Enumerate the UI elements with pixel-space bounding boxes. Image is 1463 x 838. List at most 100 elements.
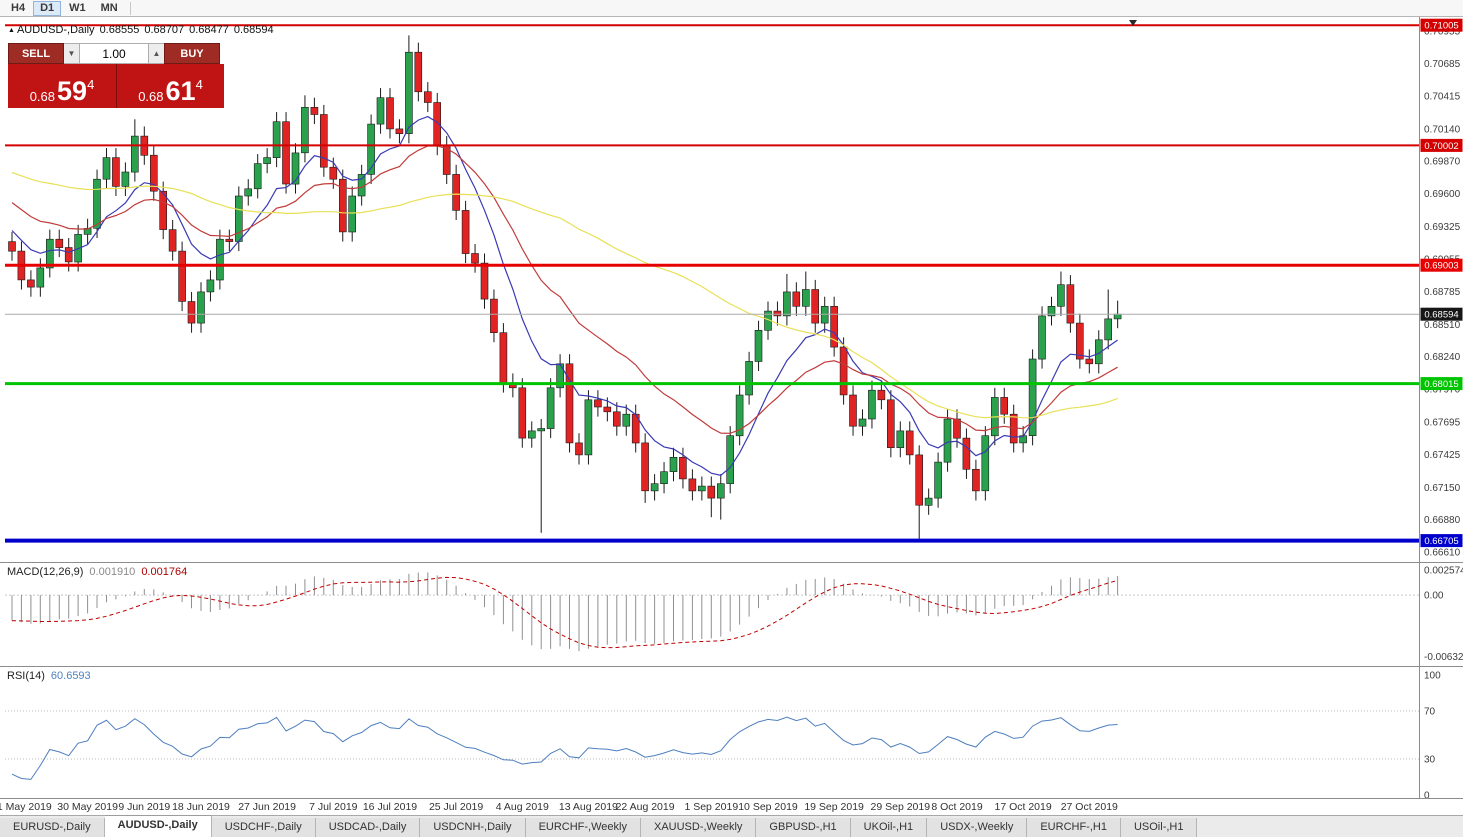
chart-text: 29 Sep 2019 — [871, 801, 931, 813]
rsi-line — [11, 716, 1118, 780]
chart-text: 0.67150 — [1424, 483, 1461, 494]
macd-main-value: 0.001910 — [89, 566, 136, 578]
chart-text: 0.70002 — [1424, 141, 1458, 152]
chart-text: 0.67695 — [1424, 418, 1461, 429]
chart-text: 0.002574 — [1424, 566, 1463, 577]
chart-tab-usoil-h1[interactable]: USOil-,H1 — [1120, 818, 1198, 837]
chart-text: 0.66880 — [1424, 515, 1461, 526]
chart-text: 8 Oct 2019 — [931, 801, 983, 813]
volume-input[interactable] — [79, 43, 149, 64]
period-button-mn[interactable]: MN — [94, 1, 125, 16]
chart-tab-xauusd-weekly[interactable]: XAUUSD-,Weekly — [640, 818, 757, 837]
rsi-indicator-label: RSI(14) 60.6593 — [7, 670, 97, 682]
volume-increase-button[interactable]: ▲ — [149, 43, 164, 64]
macd-signal-value: 0.001764 — [141, 566, 188, 578]
chart-window: 0.70955 0.70685 0.70415 0.70140 0.69870 0.696… — [0, 17, 1463, 815]
chart-text: 30 — [1424, 755, 1436, 766]
price-badge — [1420, 377, 1463, 391]
chart-text: 27 Oct 2019 — [1061, 801, 1118, 813]
chart-tab-eurchf-weekly[interactable]: EURCHF-,Weekly — [525, 818, 641, 837]
sell-button[interactable]: SELL — [8, 43, 64, 64]
volume-decrease-button[interactable]: ▼ — [64, 43, 79, 64]
chart-tab-usdcad-daily[interactable]: USDCAD-,Daily — [315, 818, 421, 837]
price-badge — [1420, 258, 1463, 272]
chart-text: 0.68240 — [1424, 352, 1461, 363]
buy-price-prefix: 0.68 — [138, 89, 164, 104]
sell-price-prefix: 0.68 — [29, 89, 56, 104]
chart-text: 16 Jul 2019 — [363, 801, 417, 813]
chart-text: 0.00 — [1424, 591, 1444, 602]
price-badge — [1420, 18, 1463, 32]
timeframe-toolbar: H4 D1 W1 MN — [0, 0, 1463, 17]
chart-symbol: AUDUSD-,Daily — [16, 24, 95, 36]
chart-text: 0.69600 — [1424, 189, 1461, 200]
ma-line-9 — [11, 115, 1118, 476]
chart-tab-eurchf-h1[interactable]: EURCHF-,H1 — [1027, 818, 1121, 837]
chart-text: 0.69870 — [1424, 157, 1461, 168]
macd-signal-line — [11, 576, 1118, 649]
period-button-w1[interactable]: W1 — [62, 1, 93, 16]
chart-text: 0.70955 — [1424, 27, 1461, 38]
chart-text: 0.69003 — [1424, 261, 1458, 272]
price-badge — [1420, 534, 1463, 548]
price-badge — [1420, 138, 1463, 152]
chart-text: 17 Oct 2019 — [994, 801, 1051, 813]
ohlc-high: 0.68707 — [144, 24, 185, 36]
chart-tab-usdcnh-daily[interactable]: USDCNH-,Daily — [420, 818, 526, 837]
chart-tab-usdx-weekly[interactable]: USDX-,Weekly — [927, 818, 1028, 837]
chart-text: 0.68015 — [1424, 379, 1458, 390]
buy-price-sup: 4 — [195, 77, 203, 92]
chart-tab-usdchf-daily[interactable]: USDCHF-,Daily — [211, 818, 316, 837]
chart-tab-ukoil-h1[interactable]: UKOil-,H1 — [850, 818, 928, 837]
rsi-name: RSI(14) — [7, 670, 45, 682]
chart-text: 0.66705 — [1424, 536, 1458, 547]
chart-text: -0.006326 — [1424, 652, 1463, 663]
chart-text: 0.67425 — [1424, 450, 1461, 461]
price-badge — [1420, 307, 1463, 321]
chart-ohlc-title: ▲ AUDUSD-,Daily 0.68555 0.68707 0.68477 0.685… — [8, 24, 279, 36]
chart-text: 18 Jun 2019 — [172, 801, 230, 813]
toolbar-separator — [129, 1, 131, 15]
price-chart-canvas[interactable]: 0.70955 0.70685 0.70415 0.70140 0.69870 0.696… — [0, 17, 1463, 815]
period-button-h4[interactable]: H4 — [4, 1, 32, 16]
chart-text: 0.70415 — [1424, 91, 1461, 102]
chart-text: 7 Jul 2019 — [309, 801, 358, 813]
chart-tab-gbpusd-h1[interactable]: GBPUSD-,H1 — [756, 818, 851, 837]
buy-price-big: 61 — [165, 76, 196, 107]
candles-layer — [8, 35, 1122, 539]
chart-text: 0.66610 — [1424, 548, 1461, 559]
buy-button[interactable]: BUY — [164, 43, 220, 64]
macd-histogram — [11, 572, 1119, 652]
chart-text: 10 Sep 2019 — [738, 801, 798, 813]
macd-name: MACD(12,26,9) — [7, 566, 84, 578]
chart-text: 0.69325 — [1424, 222, 1461, 233]
symbol-marker-icon: ▲ — [8, 27, 15, 34]
chart-text: 0 — [1424, 791, 1430, 802]
chart-shift-marker-icon[interactable] — [1129, 20, 1137, 26]
chart-tab-audusd-daily[interactable]: AUDUSD-,Daily — [104, 815, 212, 837]
chart-tabs-bar: EURUSD-,Daily AUDUSD-,Daily USDCHF-,Daily U… — [0, 815, 1463, 837]
ohlc-low: 0.68477 — [189, 24, 229, 36]
chart-text: 0.68594 — [1424, 310, 1458, 321]
buy-price-display[interactable]: 0.68 61 4 — [116, 64, 224, 108]
chart-text: 21 May 2019 — [0, 801, 52, 813]
chart-text: 0.70685 — [1424, 59, 1461, 70]
chart-text: 13 Aug 2019 — [559, 801, 618, 813]
chart-text: 9 Jun 2019 — [118, 801, 170, 813]
sell-price-sup: 4 — [87, 77, 95, 92]
macd-indicator-label: MACD(12,26,9) 0.001910 0.001764 — [7, 566, 193, 578]
chart-text: 0.70140 — [1424, 124, 1461, 135]
ma-line-50 — [11, 171, 1118, 419]
chart-text: 4 Aug 2019 — [496, 801, 549, 813]
period-button-d1[interactable]: D1 — [33, 0, 62, 16]
chart-text: 22 Aug 2019 — [616, 801, 675, 813]
chart-tab-eurusd-daily[interactable]: EURUSD-,Daily — [0, 818, 105, 837]
chart-text: 1 Sep 2019 — [684, 801, 738, 813]
chart-text: 0.68785 — [1424, 287, 1461, 298]
sell-price-display[interactable]: 0.68 59 4 — [8, 64, 116, 108]
ohlc-close: 0.68594 — [233, 24, 274, 36]
sell-price-big: 59 — [57, 76, 88, 107]
rsi-value: 60.6593 — [50, 670, 91, 682]
chart-text: 0.71005 — [1424, 21, 1458, 32]
